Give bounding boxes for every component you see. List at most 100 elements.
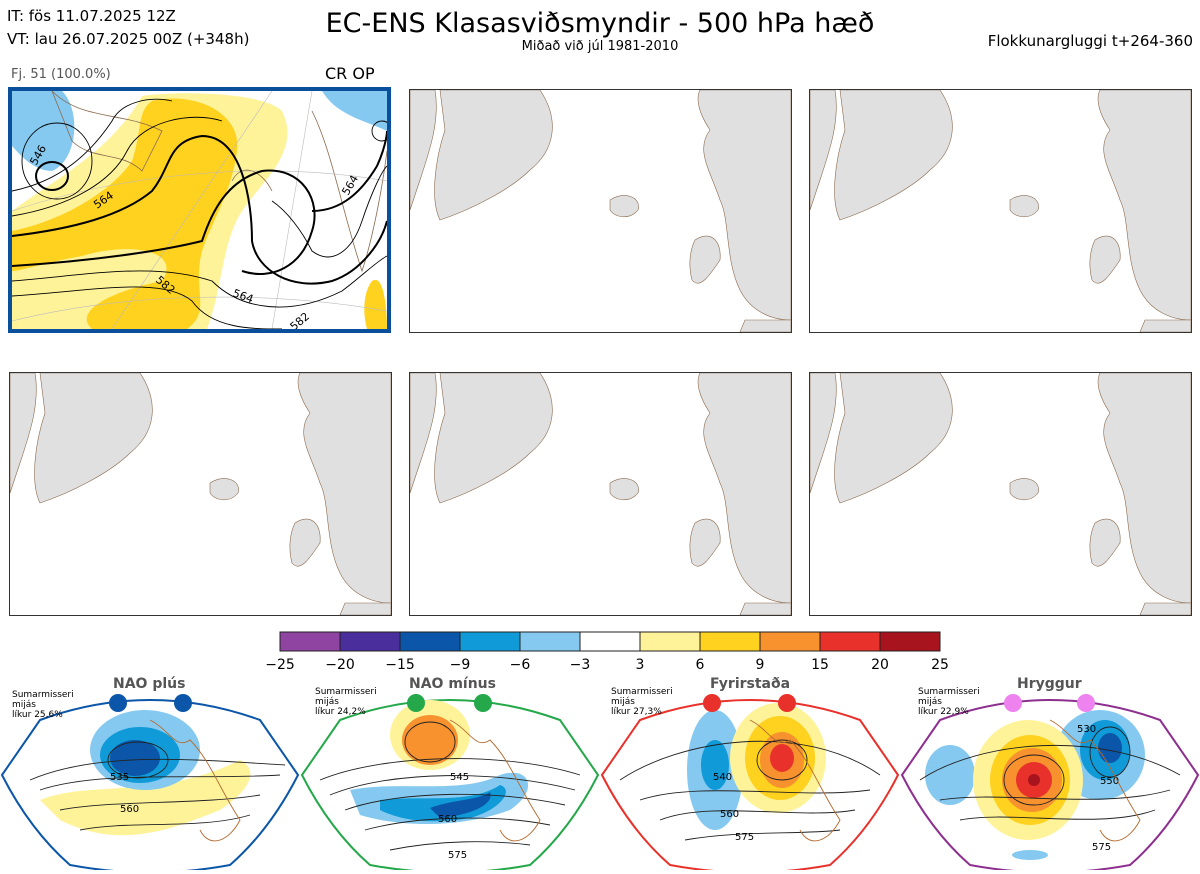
graticule xyxy=(111,91,273,329)
anomaly-strong-negative-region xyxy=(110,740,160,776)
height-contour xyxy=(389,841,531,851)
cluster-map-6 xyxy=(809,372,1192,616)
land-shape xyxy=(1139,319,1191,332)
cluster-map-5 xyxy=(409,372,792,616)
land-layer xyxy=(10,373,391,615)
contour-label: 560 xyxy=(720,809,739,820)
land-shape xyxy=(739,602,791,615)
coastline xyxy=(149,719,241,842)
land-shape xyxy=(834,373,953,504)
colorbar-tick-label: 6 xyxy=(696,657,705,673)
anomaly-negative-region xyxy=(701,740,729,790)
land-shape xyxy=(410,90,437,211)
coastline xyxy=(1049,719,1141,842)
regime-nao-minus: 545 560 575 NAO mínus Sumarmisseri mijás… xyxy=(300,676,600,874)
regime-marker xyxy=(778,694,796,712)
land-shape xyxy=(810,90,837,211)
cluster-map-2 xyxy=(409,89,792,333)
regime-marker xyxy=(703,694,721,712)
land-shape xyxy=(697,373,791,604)
colorbar-tick-label: 9 xyxy=(756,657,765,673)
regime-marker xyxy=(1004,694,1022,712)
colorbar-tick-label: −9 xyxy=(450,657,471,673)
land-shape xyxy=(339,602,391,615)
colorbar-segment xyxy=(339,631,401,652)
contour-label: 535 xyxy=(110,772,129,783)
height-contour xyxy=(364,817,551,831)
land-layer xyxy=(410,373,791,615)
land-shape xyxy=(209,478,239,501)
land-shape xyxy=(10,373,37,494)
colorbar-tick-label: −3 xyxy=(570,657,591,673)
page-title: EC-ENS Klasasviðsmyndir - 500 hPa hæð xyxy=(325,8,875,39)
colorbar-segment xyxy=(639,631,701,652)
colorbar-tick-label: 20 xyxy=(871,657,889,673)
height-contour-bold xyxy=(311,130,387,212)
low-center-contour xyxy=(35,161,69,191)
cluster-map-3 xyxy=(809,89,1192,333)
regime-info: Sumarmisseri mijás líkur 27,3% xyxy=(611,687,673,717)
land-shape xyxy=(1139,602,1191,615)
land-shape xyxy=(1097,373,1191,604)
contour-label: 545 xyxy=(450,772,469,783)
height-contour xyxy=(1089,726,1131,778)
anomaly-negative-region xyxy=(1012,850,1048,860)
colorbar-segment xyxy=(459,631,521,652)
control-operational-tag: CR OP xyxy=(325,64,375,83)
height-contour xyxy=(919,744,1181,781)
land-shape xyxy=(289,518,321,567)
cluster-map-1: 546 564 582 564 564 582 xyxy=(8,87,391,333)
height-contour xyxy=(684,829,841,841)
regime-map-nao-minus: 545 560 575 xyxy=(300,694,600,874)
colorbar: −25 −20 −15 −9 −6 −3 3 6 9 15 20 25 xyxy=(265,631,949,673)
height-contour xyxy=(39,774,281,791)
regime-name: NAO mínus xyxy=(409,676,496,692)
height-contour xyxy=(329,775,576,796)
colorbar-segment xyxy=(759,631,821,652)
land-shape xyxy=(689,518,721,567)
anomaly-negative-region xyxy=(322,91,387,131)
regime-info: Sumarmisseri mijás líkur 25,6% xyxy=(12,690,74,720)
initial-time: IT: fös 11.07.2025 12Z xyxy=(7,7,176,25)
colorbar-tick-label: 25 xyxy=(931,657,949,673)
land-shape xyxy=(1009,478,1039,501)
height-contour xyxy=(79,814,251,831)
height-contour xyxy=(21,122,93,200)
colorbar-segment xyxy=(279,631,341,652)
height-contour xyxy=(12,255,387,308)
land-shape xyxy=(609,478,639,501)
member-count-label: Fj. 51 (100.0%) xyxy=(11,67,111,82)
height-contour xyxy=(404,721,456,763)
colorbar-tick-label: 3 xyxy=(636,657,645,673)
land-shape xyxy=(1097,90,1191,321)
colorbar-segment xyxy=(819,631,881,652)
regime-info: Sumarmisseri mijás líkur 22,9% xyxy=(918,687,980,717)
regime-marker xyxy=(407,694,425,712)
colorbar-segment xyxy=(699,631,761,652)
anomaly-strong-positive-region xyxy=(770,744,794,772)
anomaly-negative-region xyxy=(380,785,506,822)
contour-label: 530 xyxy=(1077,724,1096,735)
valid-time: VT: lau 26.07.2025 00Z (+348h) xyxy=(7,30,250,48)
height-contour xyxy=(371,120,387,142)
colorbar-segment xyxy=(879,631,941,652)
height-contour xyxy=(107,741,169,779)
colorbar-tick-label: −25 xyxy=(265,657,295,673)
height-contour xyxy=(12,116,223,217)
height-contour xyxy=(319,758,581,781)
land-shape xyxy=(297,373,391,604)
regime-name: Hryggur xyxy=(1017,676,1082,692)
contour-label: 560 xyxy=(120,804,139,815)
regime-name: NAO plús xyxy=(113,676,186,692)
height-contour xyxy=(659,809,856,821)
height-contour xyxy=(1003,754,1065,806)
land-layer xyxy=(410,90,791,332)
colorbar-segment xyxy=(519,631,581,652)
coastline xyxy=(51,91,163,172)
colorbar-segment xyxy=(579,631,641,652)
land-shape xyxy=(834,90,953,221)
land-shape xyxy=(697,90,791,321)
height-contour xyxy=(756,739,808,781)
height-contour xyxy=(344,793,566,811)
colorbar-tick-label: −6 xyxy=(510,657,531,673)
